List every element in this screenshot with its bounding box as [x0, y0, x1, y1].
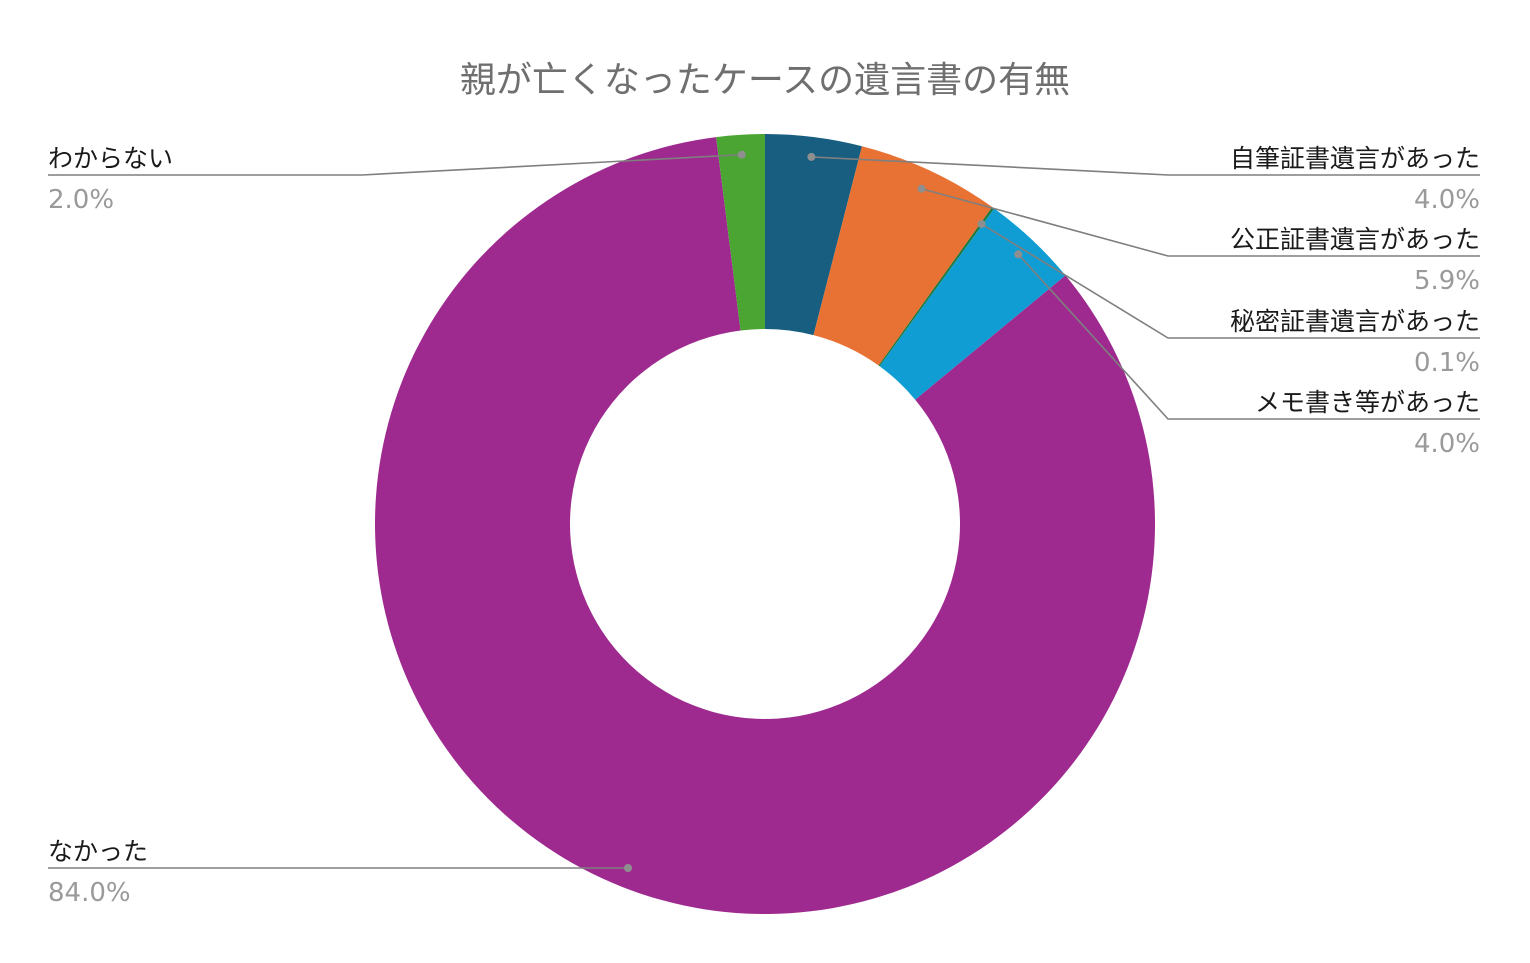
slice-3: [878, 207, 995, 367]
value-label-2: 5.9%: [1414, 266, 1480, 296]
leader-dot-1: [807, 152, 816, 161]
leader-dot-6: [737, 150, 746, 159]
leader-line-6: [48, 153, 742, 176]
leader-line-1: [811, 156, 1480, 176]
category-label-3: 秘密証書遺言があった: [1230, 307, 1480, 336]
slice-2: [813, 146, 993, 366]
value-label-1: 4.0%: [1414, 185, 1480, 215]
chart-title: 親が亡くなったケースの遺言書の有無: [460, 60, 1070, 101]
leader-line-3: [981, 223, 1480, 339]
slices-group: [374, 134, 1155, 915]
slice-1: [765, 134, 862, 336]
value-label-4: 4.0%: [1414, 429, 1480, 459]
leader-lines-group: [48, 150, 1480, 872]
category-label-6: わからない: [48, 144, 173, 173]
value-label-6: 2.0%: [48, 185, 114, 215]
category-label-2: 公正証書遺言があった: [1230, 225, 1480, 254]
data-labels-group: 自筆証書遺言があった 4.0% 公正証書遺言があった 5.9% 秘密証書遺言があった 0.…: [48, 144, 1480, 908]
category-label-5: なかった: [48, 837, 148, 866]
value-label-5: 84.0%: [48, 878, 131, 908]
value-label-3: 0.1%: [1414, 348, 1480, 378]
slice-5: [374, 137, 1155, 915]
leader-dot-2: [917, 184, 926, 193]
leader-dot-4: [1014, 250, 1023, 259]
category-label-1: 自筆証書遺言があった: [1230, 144, 1480, 173]
leader-dot-5: [624, 864, 632, 872]
leader-dot-3: [977, 219, 986, 228]
slice-6: [716, 134, 765, 331]
category-label-4: メモ書き等があった: [1255, 388, 1480, 417]
leader-line-2: [921, 187, 1480, 257]
leader-line-4: [1017, 253, 1480, 420]
